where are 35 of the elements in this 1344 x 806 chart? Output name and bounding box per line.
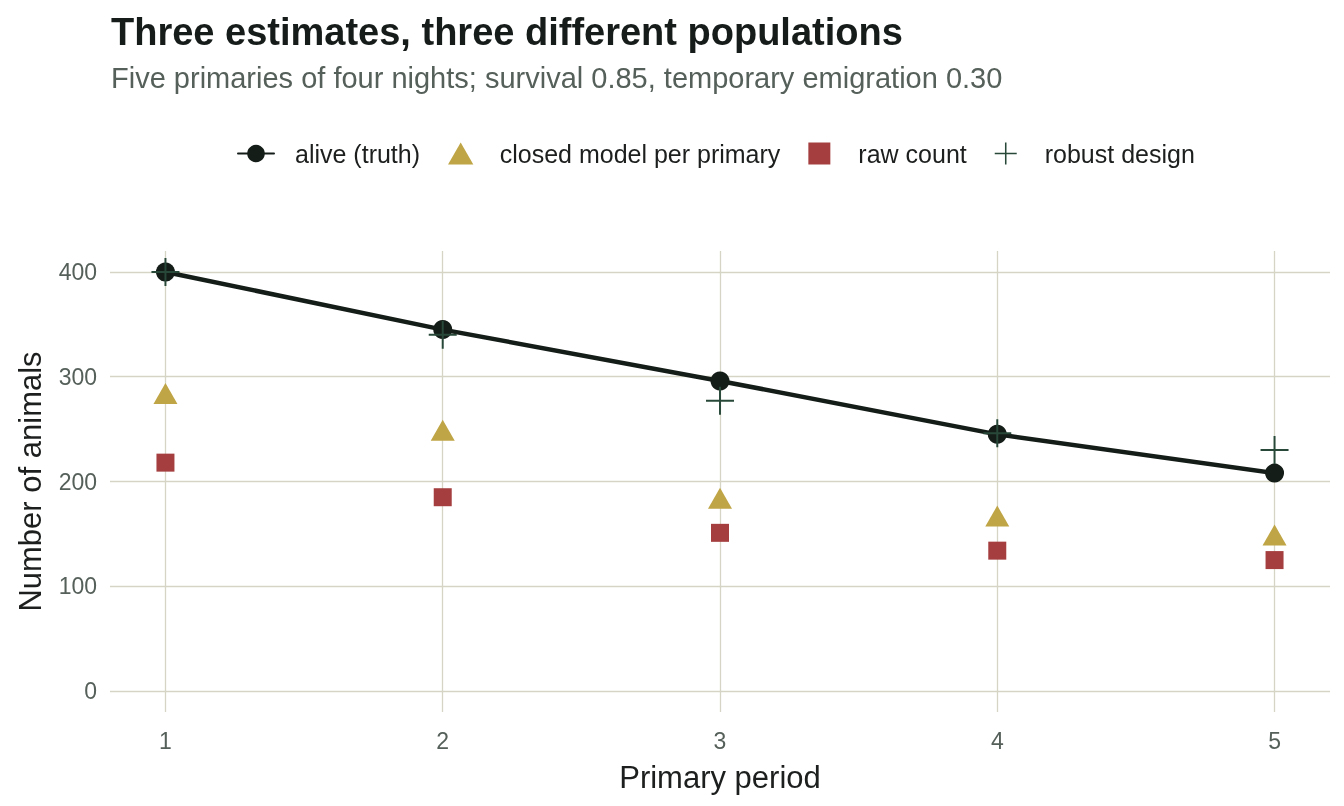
y-tick-label: 100 bbox=[58, 573, 97, 600]
legend-label: robust design bbox=[1044, 139, 1195, 168]
y-tick-label: 300 bbox=[58, 363, 97, 390]
x-tick-label: 1 bbox=[159, 727, 172, 754]
point bbox=[983, 419, 1012, 448]
point bbox=[156, 453, 175, 472]
x-tick-label: 3 bbox=[713, 727, 727, 754]
y-axis-title: Number of animals bbox=[13, 351, 48, 612]
legend-label: alive (truth) bbox=[295, 139, 421, 168]
point bbox=[433, 488, 452, 507]
y-tick-label: 400 bbox=[58, 258, 97, 285]
legend-label: raw count bbox=[858, 139, 967, 168]
point bbox=[428, 320, 457, 349]
point bbox=[1265, 551, 1284, 570]
point bbox=[1262, 524, 1287, 546]
chart-title: Three estimates, three different populations bbox=[111, 11, 903, 53]
point bbox=[985, 505, 1010, 527]
point bbox=[706, 386, 734, 415]
y-tick-label: 0 bbox=[84, 678, 97, 705]
y-tick-label: 200 bbox=[58, 468, 97, 495]
point bbox=[430, 419, 455, 441]
point bbox=[708, 487, 732, 509]
x-tick-label: 2 bbox=[436, 727, 450, 754]
x-axis-title: Primary period bbox=[619, 760, 821, 795]
point bbox=[711, 523, 729, 542]
point bbox=[988, 541, 1007, 560]
legend-label: closed model per primary bbox=[499, 139, 781, 168]
x-tick-label: 5 bbox=[1268, 727, 1281, 754]
point bbox=[1265, 463, 1285, 483]
point bbox=[1260, 436, 1289, 465]
x-tick-label: 4 bbox=[990, 727, 1004, 754]
point bbox=[710, 371, 730, 391]
point bbox=[151, 257, 180, 286]
point bbox=[153, 382, 178, 404]
chart-subtitle: Five primaries of four nights; survival 0.85, temporary emigration 0.30 bbox=[111, 61, 1003, 94]
